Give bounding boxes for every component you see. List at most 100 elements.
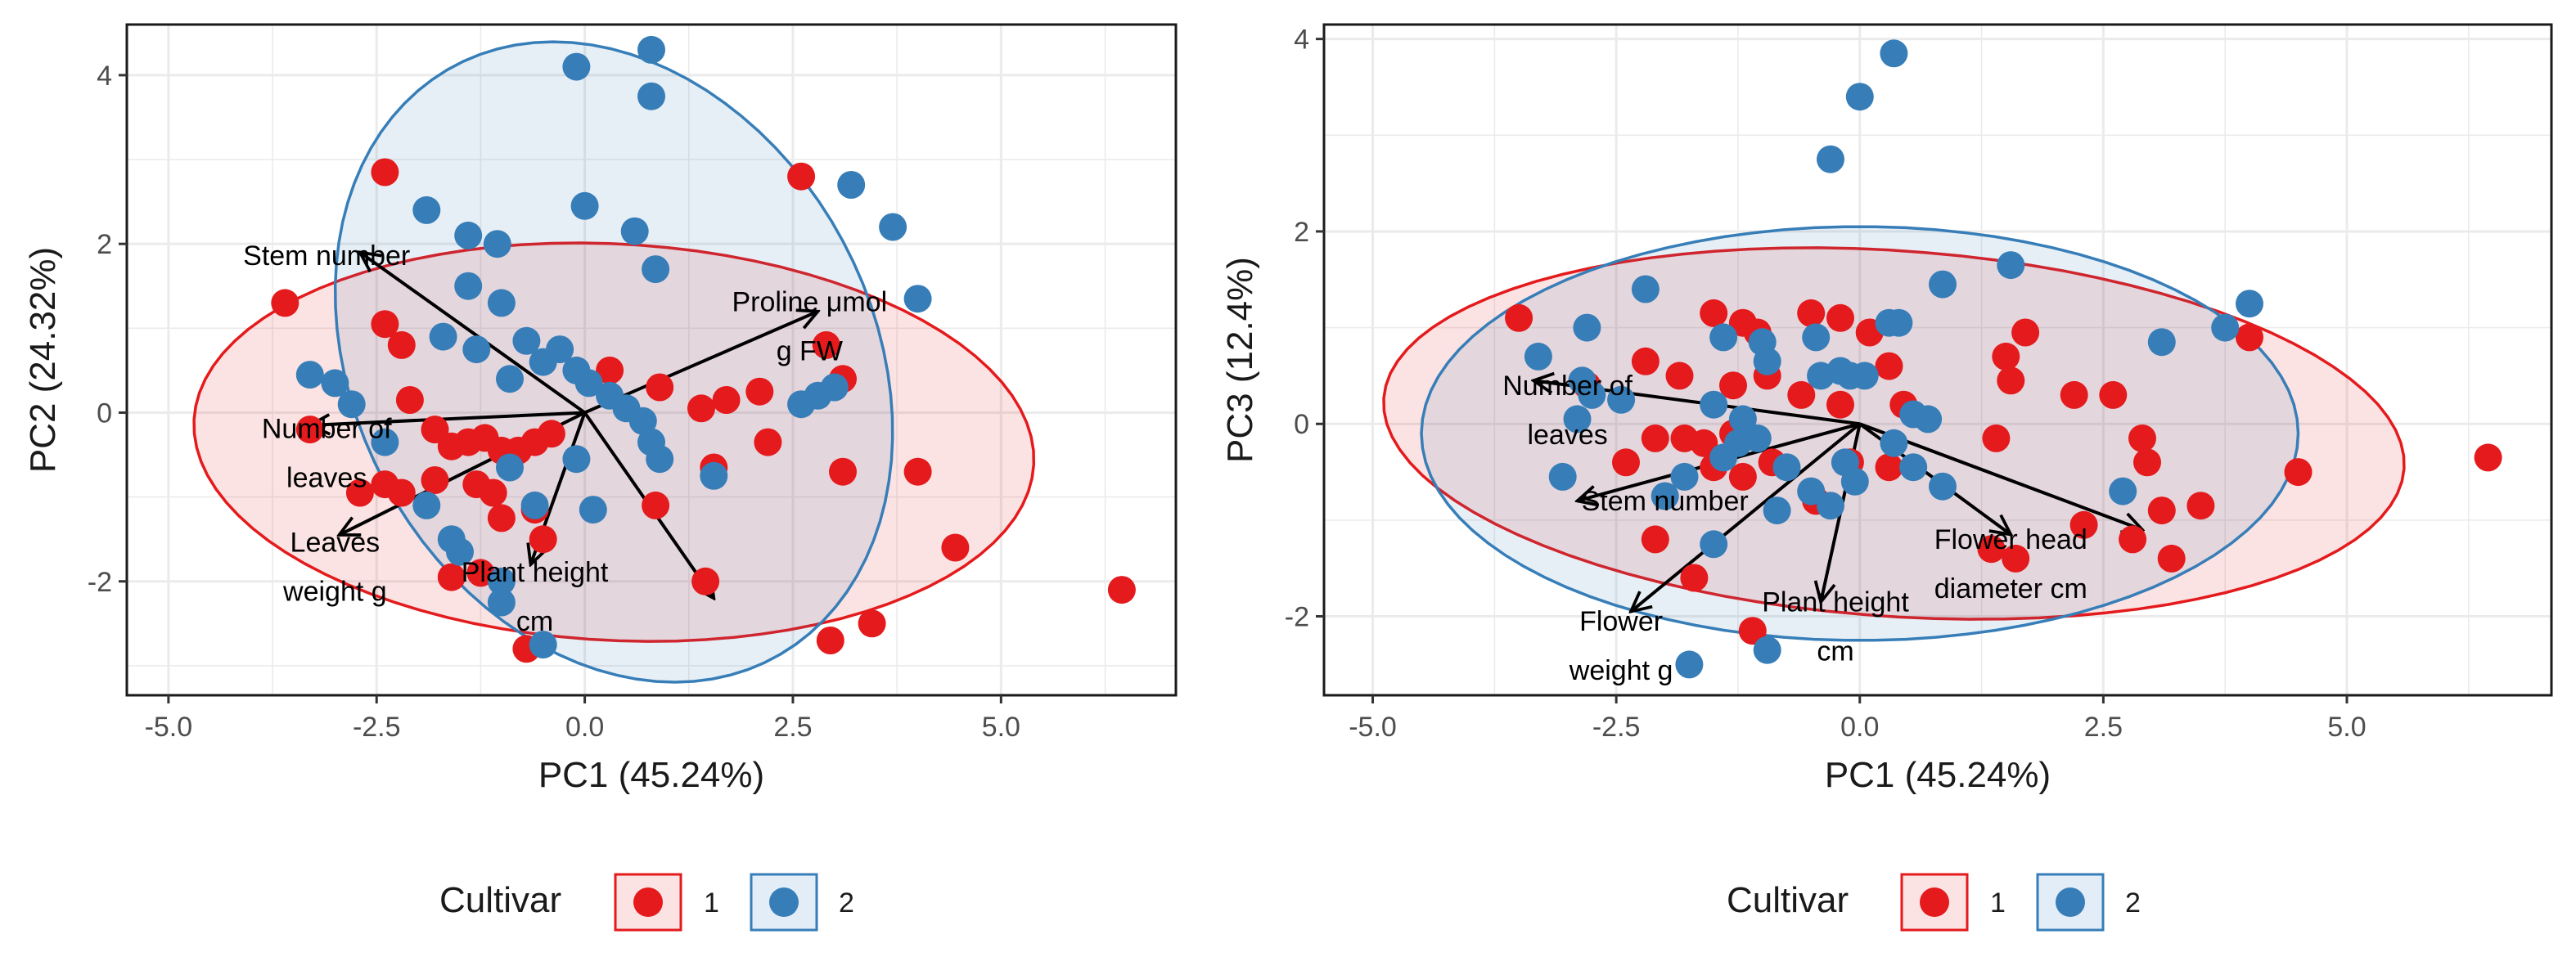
point-cultivar-2: [1700, 530, 1728, 559]
point-cultivar-1: [1641, 424, 1669, 452]
point-cultivar-1: [529, 525, 557, 554]
point-cultivar-1: [1107, 576, 1136, 604]
point-cultivar-2: [1763, 496, 1791, 525]
point-cultivar-1: [903, 457, 932, 486]
point-cultivar-1: [754, 428, 782, 456]
point-cultivar-2: [1914, 405, 1943, 434]
point-cultivar-2: [429, 322, 457, 351]
point-cultivar-2: [1880, 39, 1908, 68]
pca-panel-pc1-pc2: Stem number Proline μmol g FW Number of leav…: [23, 23, 1178, 932]
legend: Cultivar 1 2: [1727, 873, 2141, 932]
point-cultivar-2: [462, 335, 491, 364]
point-cultivar-1: [787, 162, 816, 191]
point-cultivar-2: [487, 588, 516, 617]
point-cultivar-1: [1700, 299, 1728, 327]
point-cultivar-1: [1631, 347, 1660, 375]
point-cultivar-1: [1826, 303, 1854, 332]
point-cultivar-1: [1787, 380, 1816, 409]
point-cultivar-2: [2211, 313, 2240, 342]
point-cultivar-2: [570, 191, 599, 220]
point-cultivar-2: [1524, 342, 1552, 371]
point-cultivar-1: [1826, 390, 1854, 419]
point-cultivar-2: [1772, 453, 1801, 482]
point-cultivar-2: [1885, 308, 1913, 337]
point-cultivar-1: [745, 377, 774, 406]
point-cultivar-1: [2128, 424, 2156, 452]
loading-label-line: Number of: [262, 413, 392, 444]
point-cultivar-2: [642, 255, 670, 284]
legend-point-1: [633, 887, 663, 917]
loading-label: Number of leaves: [1502, 371, 1633, 451]
loading-label-line: Stem number: [1582, 486, 1749, 517]
point-cultivar-2: [1753, 347, 1781, 375]
point-cultivar-1: [1728, 462, 1757, 491]
point-cultivar-2: [1700, 390, 1728, 419]
point-cultivar-2: [1670, 462, 1699, 491]
point-cultivar-2: [1929, 472, 1957, 501]
point-cultivar-2: [562, 445, 591, 474]
y-tick-label: 2: [97, 229, 112, 260]
loading-label-line: Stem number: [243, 240, 410, 272]
loading-label-line: Plant height: [1762, 587, 1909, 618]
point-cultivar-2: [529, 631, 557, 659]
point-cultivar-2: [620, 217, 649, 245]
point-cultivar-1: [1719, 371, 1747, 400]
point-cultivar-2: [483, 230, 511, 258]
point-cultivar-1: [2157, 544, 2186, 573]
point-cultivar-1: [1665, 362, 1694, 390]
point-cultivar-1: [1977, 535, 2006, 564]
x-axis-title: PC1 (45.24%): [538, 755, 764, 795]
point-cultivar-1: [437, 563, 466, 591]
loading-labels: Number of leaves Stem number Flower weight g…: [1502, 371, 2087, 686]
point-cultivar-1: [1612, 448, 1640, 477]
point-cultivar-1: [1690, 429, 1718, 457]
point-cultivar-1: [1641, 525, 1669, 554]
y-tick-label: -2: [88, 567, 112, 598]
loading-arrow: [1631, 422, 1862, 611]
point-cultivar-2: [562, 52, 591, 81]
point-cultivar-2: [1631, 275, 1660, 303]
legend-label-2: 2: [839, 887, 854, 919]
point-cultivar-2: [321, 369, 349, 398]
point-cultivar-1: [2099, 380, 2128, 409]
loading-label: Plant height cm: [462, 557, 609, 637]
point-cultivar-2: [412, 491, 441, 519]
point-cultivar-1: [2186, 492, 2215, 520]
point-cultivar-1: [345, 478, 374, 507]
point-cultivar-1: [2060, 380, 2088, 409]
point-cultivar-1: [537, 420, 565, 448]
point-cultivar-2: [520, 491, 549, 519]
point-cultivar-2: [412, 195, 441, 224]
score-points: [1505, 39, 2502, 679]
loading-label-line: Flower head: [1934, 524, 2087, 555]
point-cultivar-1: [596, 356, 624, 384]
point-cultivar-2: [496, 365, 524, 393]
point-cultivar-2: [646, 445, 674, 474]
point-cultivar-2: [454, 221, 483, 249]
loading-label-line: g FW: [777, 336, 843, 367]
point-cultivar-2: [1817, 145, 1844, 173]
point-cultivar-2: [820, 373, 849, 402]
point-cultivar-1: [1997, 366, 2025, 395]
point-cultivar-2: [454, 272, 483, 300]
point-cultivar-2: [337, 390, 366, 419]
point-cultivar-2: [837, 171, 866, 199]
point-cultivar-1: [1797, 299, 1826, 327]
legend-title: Cultivar: [1727, 880, 1849, 920]
legend-title: Cultivar: [439, 880, 561, 920]
x-tick-label: 0.0: [1840, 712, 1879, 743]
legend-point-1: [1920, 887, 1949, 917]
loading-label-line: leaves: [1527, 420, 1607, 451]
point-cultivar-1: [1875, 352, 1903, 380]
point-cultivar-2: [1997, 251, 2025, 280]
point-cultivar-1: [642, 491, 670, 519]
point-cultivar-2: [2109, 477, 2137, 505]
point-cultivar-2: [1573, 313, 1601, 342]
loading-label: Stem number: [243, 240, 410, 272]
x-tick-label: 5.0: [982, 712, 1020, 743]
point-cultivar-1: [2236, 323, 2263, 352]
loading-label-line: Proline μmol: [732, 287, 887, 318]
point-cultivar-2: [487, 567, 516, 595]
legend: Cultivar 1 2: [439, 873, 854, 932]
y-tick-label: 0: [1294, 409, 1309, 440]
